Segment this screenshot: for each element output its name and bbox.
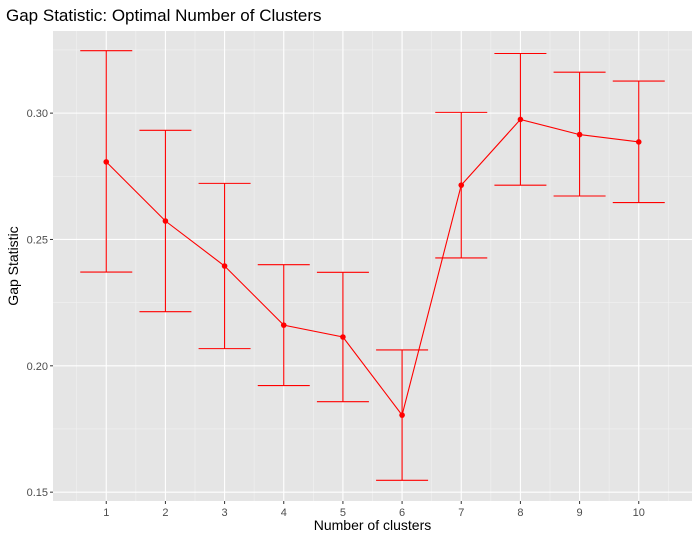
y-tick-label: 0.30 xyxy=(27,108,48,120)
data-point xyxy=(576,131,583,138)
data-point xyxy=(635,139,642,145)
data-point xyxy=(280,322,287,328)
x-tick-label: 6 xyxy=(399,507,405,519)
y-tick-label: 0.15 xyxy=(27,487,48,499)
x-tick-label: 4 xyxy=(281,507,287,519)
x-tick-label: 10 xyxy=(633,507,645,519)
chart-title: Gap Statistic: Optimal Number of Cluster… xyxy=(6,6,322,25)
data-point xyxy=(399,412,405,418)
data-point xyxy=(103,159,110,165)
data-point xyxy=(517,116,524,123)
x-axis-title: Number of clusters xyxy=(314,517,431,533)
x-tick-label: 1 xyxy=(103,507,109,519)
x-tick-label: 7 xyxy=(458,507,464,519)
axes: 0.15 0.20 0.25 0.30 1 2 3 4 5 6 7 8 9 10 xyxy=(27,108,645,519)
error-bars xyxy=(80,50,665,481)
series-line-path xyxy=(105,118,639,417)
series-line xyxy=(105,118,639,417)
x-tick-label: 5 xyxy=(340,507,346,519)
x-tick-label: 3 xyxy=(222,507,228,519)
x-tick-label: 8 xyxy=(517,507,523,519)
x-tick-label: 2 xyxy=(162,507,168,519)
data-point xyxy=(340,334,346,340)
data-point xyxy=(221,263,228,269)
y-axis-title: Gap Statistic xyxy=(5,226,21,305)
y-tick-label: 0.25 xyxy=(27,234,48,246)
x-tick-label: 9 xyxy=(577,507,583,519)
data-points xyxy=(103,116,642,418)
data-point xyxy=(162,218,169,224)
y-tick-label: 0.20 xyxy=(27,361,48,373)
data-point xyxy=(458,182,465,188)
